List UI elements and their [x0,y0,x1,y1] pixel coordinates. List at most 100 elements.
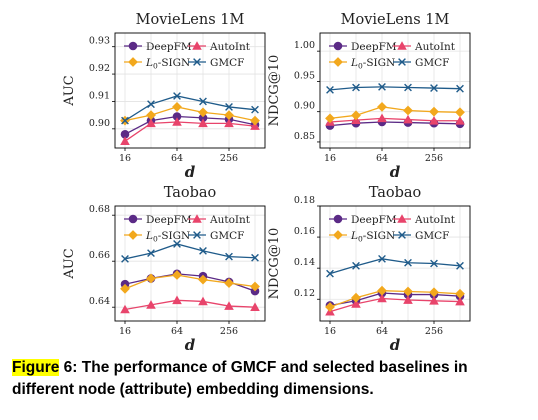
chart-title-2: Taobao [164,185,217,201]
data-point-l0-sign-2-1 [146,273,156,284]
data-point-autoint-3-4 [429,295,439,305]
y-tick-label-3-3: 0.18 [294,195,315,206]
data-point-autoint-1-2 [377,113,387,123]
data-point-gmcf-3-0 [326,269,334,278]
y-tick-label-3-1: 0.14 [294,257,315,268]
y-tick-label-2-1: 0.66 [89,250,110,261]
legend-marker-deepfm-0 [128,41,138,51]
legend-label-l0-sign-0: L0-SIGN [145,57,190,71]
caption-text: 6: The performance of GMCF and selected … [12,359,468,398]
data-point-l0-sign-1-2 [377,101,387,112]
y-tick-label-0-2: 0.92 [89,63,110,74]
legend-label-autoint-0: AutoInt [209,41,251,53]
legend-label-autoint-2: AutoInt [209,214,251,226]
data-point-autoint-0-5 [250,121,260,130]
legend-marker-l0-sign-0 [128,57,138,67]
plot-frame-0 [114,32,266,149]
y-tick-label-3-0: 0.12 [294,288,315,299]
x-tick-label-0-1: 64 [171,153,183,164]
data-point-gmcf-2-0 [121,255,129,263]
chart-title-3: Taobao [369,185,422,201]
legend-marker-gmcf-0 [193,58,201,66]
y-tick-label-0-1: 0.91 [89,90,110,101]
data-point-gmcf-1-3 [404,83,412,92]
series-line-autoint-2 [124,299,256,311]
legend-label-l0-sign-3: L0-SIGN [350,230,395,244]
data-point-autoint-0-2 [172,117,182,126]
data-point-gmcf-1-0 [326,85,334,94]
data-point-autoint-2-4 [224,301,234,310]
data-point-autoint-3-2 [377,293,387,303]
data-point-deepfm-0-3 [198,113,208,123]
data-point-l0-sign-1-3 [403,105,413,116]
data-point-autoint-0-0 [120,136,130,145]
data-point-gmcf-2-4 [225,252,233,261]
data-point-gmcf-0-1 [147,100,155,109]
legend-marker-l0-sign-1 [333,57,343,67]
series-line-autoint-1 [329,117,460,123]
chart-title-0: MovieLens 1M [136,12,245,28]
data-point-autoint-2-2 [172,295,182,305]
figure-caption: Figure 6: The performance of GMCF and se… [12,357,532,401]
y-tick-label-1-2: 0.95 [294,70,315,81]
data-point-deepfm-0-0 [120,130,130,139]
series-line-deepfm-2 [124,273,256,292]
x-tick-label-3-1: 64 [376,326,388,337]
data-point-gmcf-0-0 [121,116,129,125]
x-tick-label-2-1: 64 [171,326,183,337]
x-tick-label-2-2: 256 [220,326,238,337]
data-point-autoint-2-1 [146,300,156,309]
data-point-l0-sign-0-4 [224,110,234,121]
legend-marker-l0-sign-3 [333,230,343,240]
y-tick-label-3-2: 0.16 [294,226,315,237]
series-line-gmcf-0 [124,95,256,122]
y-tick-label-1-1: 0.90 [294,101,315,112]
data-point-l0-sign-0-2 [172,102,182,112]
legend-label-deepfm-3: DeepFM [351,214,397,226]
data-point-l0-sign-3-4 [429,287,439,298]
x-tick-label-3-2: 256 [425,326,443,337]
x-tick-label-1-2: 256 [425,153,443,164]
data-point-gmcf-1-1 [352,83,360,92]
data-point-autoint-0-4 [224,118,234,128]
legend-label-l0-sign-1: L0-SIGN [350,57,395,71]
legend-marker-gmcf-1 [398,58,406,66]
legend-marker-autoint-2 [192,214,202,223]
data-point-l0-sign-3-3 [403,286,413,297]
chart-title-1: MovieLens 1M [341,12,450,28]
data-point-gmcf-0-4 [225,103,233,111]
y-tick-label-2-2: 0.68 [89,204,110,215]
data-point-autoint-1-4 [429,115,439,125]
y-tick-label-1-0: 0.85 [294,131,315,142]
legend-marker-deepfm-1 [333,41,343,51]
series-line-gmcf-2 [124,243,256,260]
data-point-l0-sign-3-5 [455,288,465,299]
series-line-deepfm-0 [124,115,256,135]
x-axis-label-1: d [390,163,401,181]
data-point-autoint-3-3 [403,295,413,304]
x-tick-label-0-0: 16 [119,153,131,164]
x-axis-label-2: d [185,336,196,354]
y-tick-label-0-3: 0.93 [89,36,110,47]
data-point-l0-sign-2-2 [172,270,182,280]
data-point-autoint-2-3 [198,296,208,306]
data-point-gmcf-3-2 [378,254,386,263]
data-point-gmcf-0-2 [173,92,181,100]
data-point-gmcf-2-3 [199,246,207,255]
legend-marker-gmcf-2 [193,231,201,239]
data-point-l0-sign-3-1 [351,292,361,303]
data-point-gmcf-3-1 [352,261,360,270]
data-point-gmcf-1-2 [378,82,386,91]
y-tick-label-1-3: 1.00 [294,40,315,51]
legend-label-deepfm-1: DeepFM [351,41,397,53]
x-axis-label-3: d [390,336,401,354]
data-point-gmcf-0-3 [199,97,207,106]
plot-frame-1 [319,32,471,149]
x-tick-label-3-0: 16 [324,326,336,337]
series-line-autoint-0 [124,121,256,142]
x-tick-label-0-2: 256 [220,153,238,164]
data-point-gmcf-0-5 [251,105,259,114]
x-axis-label-0: d [185,163,196,181]
series-line-deepfm-1 [329,121,461,127]
